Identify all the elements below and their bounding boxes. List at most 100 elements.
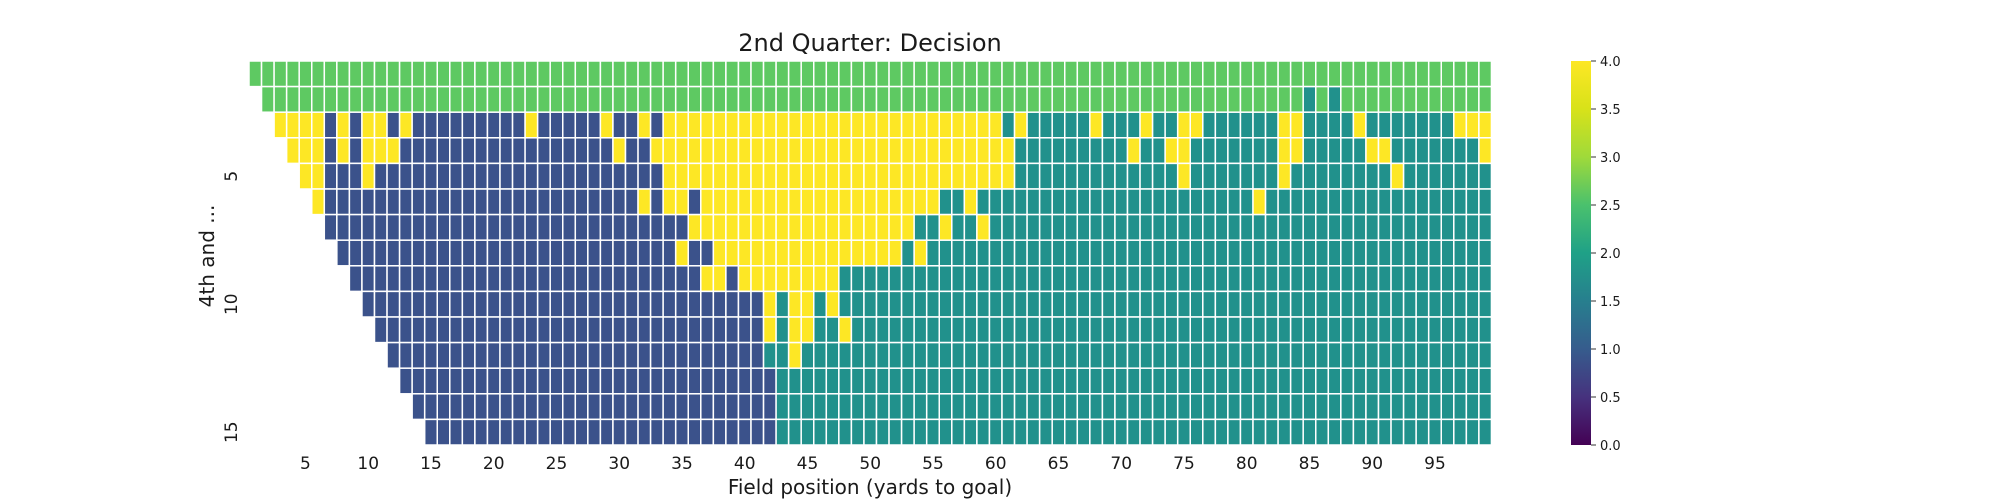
heatmap-cell <box>1440 239 1455 267</box>
heatmap-cell <box>976 85 991 113</box>
heatmap-cell <box>687 188 702 216</box>
heatmap-cell <box>311 85 326 113</box>
heatmap-cell <box>1352 367 1367 395</box>
heatmap-cell <box>637 265 652 293</box>
heatmap-cell <box>474 418 489 446</box>
heatmap-cell <box>875 316 890 344</box>
heatmap-cell <box>700 85 715 113</box>
heatmap-cell <box>976 265 991 293</box>
heatmap-cell <box>1352 137 1367 165</box>
heatmap-cell <box>1289 341 1304 369</box>
heatmap-cell <box>449 137 464 165</box>
heatmap-cell <box>925 418 941 446</box>
heatmap-cell <box>461 85 476 113</box>
heatmap-cell <box>1427 213 1442 241</box>
heatmap-cell <box>1202 341 1217 369</box>
heatmap-cell <box>1026 162 1041 190</box>
heatmap-cell <box>323 137 338 165</box>
heatmap-cell <box>536 290 551 318</box>
heatmap-cell <box>775 393 790 421</box>
heatmap-cell <box>674 162 690 190</box>
heatmap-cell <box>712 239 727 267</box>
heatmap-cell <box>1076 60 1091 88</box>
heatmap-cell <box>925 316 941 344</box>
heatmap-cell <box>1478 137 1493 165</box>
heatmap-cell <box>499 239 514 267</box>
heatmap-cell <box>1176 213 1191 241</box>
heatmap-cell <box>725 316 740 344</box>
heatmap-cell <box>1365 393 1380 421</box>
heatmap-cell <box>1064 367 1079 395</box>
heatmap-cell <box>1365 111 1380 139</box>
heatmap-cell <box>1064 60 1079 88</box>
heatmap-cell <box>398 213 413 241</box>
heatmap-cell <box>574 341 589 369</box>
heatmap-cell <box>562 60 577 88</box>
x-tick-label: 45 <box>797 454 819 474</box>
heatmap-cell <box>1302 316 1317 344</box>
heatmap-cell <box>386 162 401 190</box>
heatmap-cell <box>1352 418 1367 446</box>
heatmap-cell <box>1176 418 1191 446</box>
heatmap-cell <box>1164 111 1179 139</box>
heatmap-cell <box>1227 341 1242 369</box>
heatmap-cell <box>838 239 853 267</box>
heatmap-cell <box>1252 162 1267 190</box>
y-tick-label: 10 <box>222 293 242 315</box>
heatmap-cell <box>737 162 752 190</box>
heatmap-cell <box>1402 265 1417 293</box>
heatmap-cell <box>499 265 514 293</box>
heatmap-cell <box>1114 188 1129 216</box>
heatmap-cell <box>1064 265 1079 293</box>
heatmap-cell <box>1064 111 1079 139</box>
heatmap-cell <box>649 111 664 139</box>
heatmap-cell <box>700 290 715 318</box>
heatmap-cell <box>1252 265 1267 293</box>
heatmap-cell <box>1390 239 1405 267</box>
heatmap-cell <box>800 393 815 421</box>
heatmap-cell <box>499 341 514 369</box>
heatmap-cell <box>1227 418 1242 446</box>
heatmap-cell <box>1026 393 1041 421</box>
heatmap-cell <box>1365 60 1380 88</box>
heatmap-cell <box>1139 239 1154 267</box>
heatmap-cell <box>285 137 300 165</box>
heatmap-cell <box>536 213 551 241</box>
heatmap-cell <box>436 316 451 344</box>
heatmap-cell <box>348 239 363 267</box>
heatmap-cell <box>524 162 539 190</box>
heatmap-cell <box>787 265 802 293</box>
heatmap-cell <box>474 393 489 421</box>
heatmap-cell <box>825 188 840 216</box>
heatmap-cell <box>863 111 878 139</box>
heatmap-cell <box>750 418 765 446</box>
heatmap-cell <box>712 162 727 190</box>
heatmap-cell <box>1189 316 1204 344</box>
heatmap-cell <box>813 367 828 395</box>
heatmap-cell <box>1114 60 1129 88</box>
heatmap-cell <box>1390 162 1405 190</box>
heatmap-cell <box>1327 418 1342 446</box>
heatmap-cell <box>662 316 677 344</box>
heatmap-cell <box>725 418 740 446</box>
heatmap-cell <box>951 111 966 139</box>
heatmap-cell <box>725 137 740 165</box>
heatmap-cell <box>1114 265 1129 293</box>
heatmap-cell <box>1315 60 1330 88</box>
heatmap-cell <box>1126 137 1141 165</box>
heatmap-cell <box>1289 239 1304 267</box>
heatmap-cell <box>1465 60 1480 88</box>
heatmap-cell <box>900 418 915 446</box>
heatmap-cell <box>1051 213 1066 241</box>
y-tick-label: 15 <box>222 421 242 443</box>
heatmap-cell <box>925 239 941 267</box>
heatmap-cell <box>361 111 376 139</box>
heatmap-cell <box>1013 213 1028 241</box>
heatmap-cell <box>1013 341 1028 369</box>
heatmap-cell <box>1089 393 1104 421</box>
heatmap-cell <box>1202 162 1217 190</box>
heatmap-cell <box>423 418 439 446</box>
heatmap-cell <box>925 393 941 421</box>
heatmap-cell <box>1114 85 1129 113</box>
heatmap-cell <box>1327 341 1342 369</box>
